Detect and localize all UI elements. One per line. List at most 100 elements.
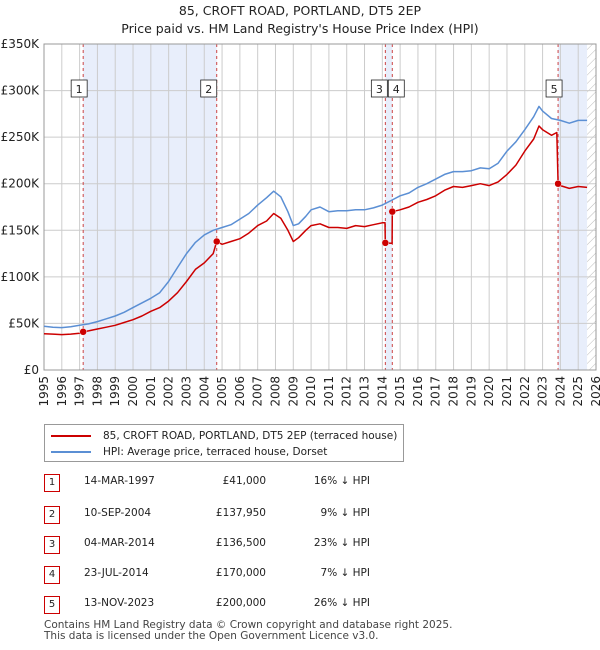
x-tick-label: 2025: [571, 376, 585, 407]
chart-title: 85, CROFT ROAD, PORTLAND, DT5 2EP Price …: [0, 2, 600, 38]
x-tick-label: 2020: [482, 376, 496, 407]
sale-marker-box: [387, 79, 405, 98]
x-tick-label: 1996: [55, 376, 69, 407]
sale-marker-box: [200, 79, 218, 98]
sale-point: [554, 179, 562, 188]
x-tick-label: 2026: [589, 376, 600, 407]
x-tick-label: 2023: [536, 376, 550, 407]
sale-point: [79, 328, 87, 336]
ownership-shade: [83, 44, 217, 370]
sale-price: £170,000: [215, 567, 266, 579]
price-chart: £0 £50K £100K £150K £200K £250K £300K £350K 1995…: [1, 37, 600, 407]
y-tick-label: £250K: [1, 130, 41, 144]
x-tick-label: 1995: [37, 376, 51, 407]
sale-point: [212, 237, 221, 246]
sale-marker-label: 4: [387, 79, 405, 98]
y-tick-label: £300K: [1, 84, 41, 98]
sale-number-badge: 2: [44, 506, 60, 524]
x-tick-label: 1998: [90, 376, 104, 407]
x-tick-label: 2021: [500, 376, 514, 407]
y-tick-label: £150K: [1, 223, 41, 237]
sale-row: 5 13-NOV-2023 £200,000 26% ↓ HPI: [44, 596, 464, 614]
legend-item-property: 85, CROFT ROAD, PORTLAND, DT5 2EP (terra…: [51, 428, 397, 444]
sale-marker-number: 1: [76, 83, 83, 96]
sale-hpi-diff: 26% ↓ HPI: [313, 597, 370, 609]
x-tick-label: 2001: [144, 376, 158, 407]
x-tick-label: 2006: [233, 376, 247, 407]
sale-price: £136,500: [215, 537, 266, 549]
x-tick-label: 2018: [447, 376, 461, 407]
sale-marker-box: [370, 79, 388, 98]
x-tick-label: 2005: [215, 376, 229, 407]
sale-point: [388, 207, 397, 216]
legend-swatch-hpi: [51, 451, 91, 453]
sale-hpi-diff: 9% ↓ HPI: [320, 507, 370, 519]
sale-marker-label: 1: [70, 79, 88, 98]
sale-row: 2 10-SEP-2004 £137,950 9% ↓ HPI: [44, 506, 464, 524]
sale-number-badge: 5: [44, 596, 60, 614]
ownership-shade: [558, 44, 588, 370]
y-tick-label: £0: [24, 363, 39, 377]
x-tick-label: 2008: [268, 376, 282, 407]
x-tick-label: 2015: [393, 376, 407, 407]
legend-item-hpi: HPI: Average price, terraced house, Dors…: [51, 444, 327, 460]
y-tick-label: £50K: [8, 316, 40, 330]
sale-marker-label: 5: [545, 79, 563, 98]
x-tick-label: 2010: [304, 376, 318, 407]
x-tick-label: 2003: [179, 376, 193, 407]
x-tick-label: 1997: [73, 376, 87, 407]
x-tick-label: 2013: [358, 376, 372, 407]
x-tick-label: 2011: [322, 376, 336, 407]
chart-title-line1: 85, CROFT ROAD, PORTLAND, DT5 2EP: [178, 3, 422, 18]
sale-point: [381, 239, 390, 247]
sale-hpi-diff: 23% ↓ HPI: [313, 537, 370, 549]
forecast-hatch: [587, 44, 596, 370]
sale-row: 4 23-JUL-2014 £170,000 7% ↓ HPI: [44, 566, 464, 584]
x-tick-label: 1999: [108, 376, 122, 407]
series-line-hpi: [43, 105, 588, 329]
x-tick-label: 2012: [340, 376, 354, 407]
footer-line2: This data is licensed under the Open Gov…: [44, 630, 379, 642]
ownership-shade: [385, 44, 393, 370]
sale-number-badge: 4: [44, 566, 60, 584]
x-tick-label: 2017: [429, 376, 443, 407]
sale-hpi-diff: 7% ↓ HPI: [320, 567, 370, 579]
sale-date: 14-MAR-1997: [84, 475, 155, 487]
x-tick-label: 2016: [411, 376, 425, 407]
series-line-property: [43, 125, 588, 336]
sale-row: 3 04-MAR-2014 £136,500 23% ↓ HPI: [44, 536, 464, 554]
x-tick-label: 2007: [251, 376, 265, 407]
sale-marker-label: 2: [200, 79, 218, 98]
sale-marker-number: 2: [205, 83, 212, 96]
sale-hpi-diff: 16% ↓ HPI: [313, 475, 370, 487]
x-tick-label: 2024: [553, 376, 567, 407]
y-tick-label: £100K: [1, 270, 41, 284]
x-tick-label: 2019: [464, 376, 478, 407]
sale-marker-number: 5: [551, 83, 558, 96]
sale-marker-box: [545, 79, 563, 98]
sale-marker-box: [70, 79, 88, 98]
sale-price: £200,000: [215, 597, 266, 609]
legend: 85, CROFT ROAD, PORTLAND, DT5 2EP (terra…: [44, 424, 404, 462]
sale-marker-number: 3: [376, 83, 383, 96]
x-tick-label: 2014: [375, 376, 389, 407]
sale-date: 23-JUL-2014: [84, 567, 149, 579]
x-tick-label: 2002: [162, 376, 176, 407]
sale-price: £41,000: [222, 475, 266, 487]
sale-date: 10-SEP-2004: [84, 507, 152, 519]
plot-frame: [43, 43, 597, 371]
sale-date: 13-NOV-2023: [84, 597, 155, 609]
footer-attribution: Contains HM Land Registry data © Crown c…: [44, 620, 452, 642]
x-tick-label: 2004: [197, 376, 211, 407]
sale-marker-label: 3: [370, 79, 388, 98]
sale-price: £137,950: [215, 507, 266, 519]
x-tick-label: 2022: [518, 376, 532, 407]
legend-swatch-property: [51, 435, 91, 437]
sale-date: 04-MAR-2014: [84, 537, 155, 549]
sale-marker-number: 4: [393, 83, 400, 96]
sale-row: 1 14-MAR-1997 £41,000 16% ↓ HPI: [44, 474, 464, 492]
legend-label-hpi: HPI: Average price, terraced house, Dors…: [103, 446, 328, 458]
y-tick-label: £350K: [1, 37, 41, 51]
legend-label-property: 85, CROFT ROAD, PORTLAND, DT5 2EP (terra…: [103, 430, 398, 442]
sale-number-badge: 3: [44, 536, 60, 554]
